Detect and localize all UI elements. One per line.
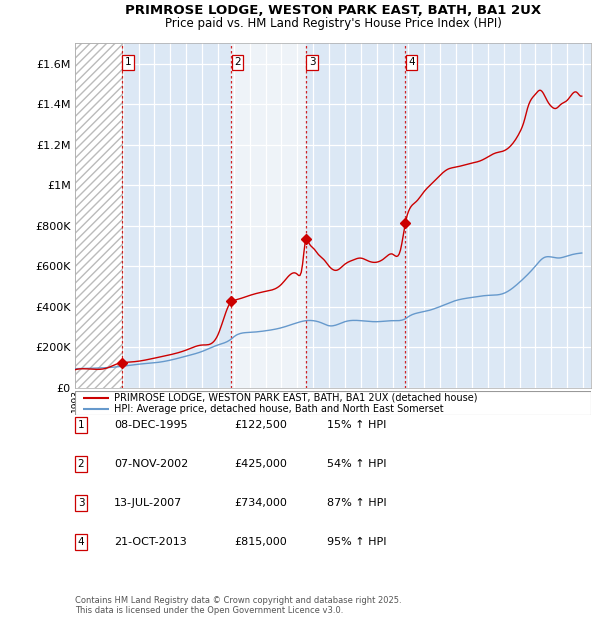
Text: 08-DEC-1995: 08-DEC-1995 [114, 420, 188, 430]
Text: 1: 1 [124, 57, 131, 68]
Text: 2: 2 [234, 57, 241, 68]
Text: £815,000: £815,000 [234, 537, 287, 547]
Text: 13-JUL-2007: 13-JUL-2007 [114, 498, 182, 508]
Text: 3: 3 [77, 498, 85, 508]
Text: 2: 2 [77, 459, 85, 469]
Bar [122, 43, 232, 388]
Bar [406, 43, 591, 388]
Text: 95% ↑ HPI: 95% ↑ HPI [327, 537, 386, 547]
Text: 4: 4 [408, 57, 415, 68]
Text: PRIMROSE LODGE, WESTON PARK EAST, BATH, BA1 2UX (detached house): PRIMROSE LODGE, WESTON PARK EAST, BATH, … [114, 392, 477, 402]
Bar [75, 43, 122, 388]
Text: 4: 4 [77, 537, 85, 547]
Text: £734,000: £734,000 [234, 498, 287, 508]
Text: 54% ↑ HPI: 54% ↑ HPI [327, 459, 386, 469]
Text: 21-OCT-2013: 21-OCT-2013 [114, 537, 187, 547]
Text: 3: 3 [309, 57, 316, 68]
Text: HPI: Average price, detached house, Bath and North East Somerset: HPI: Average price, detached house, Bath… [114, 404, 443, 414]
Text: 1: 1 [77, 420, 85, 430]
Text: Price paid vs. HM Land Registry's House Price Index (HPI): Price paid vs. HM Land Registry's House … [164, 17, 502, 30]
Text: £425,000: £425,000 [234, 459, 287, 469]
Bar [232, 43, 306, 388]
Text: PRIMROSE LODGE, WESTON PARK EAST, BATH, BA1 2UX: PRIMROSE LODGE, WESTON PARK EAST, BATH, … [125, 4, 541, 17]
Text: 87% ↑ HPI: 87% ↑ HPI [327, 498, 386, 508]
Text: Contains HM Land Registry data © Crown copyright and database right 2025.
This d: Contains HM Land Registry data © Crown c… [75, 596, 401, 615]
Text: £122,500: £122,500 [234, 420, 287, 430]
Text: 15% ↑ HPI: 15% ↑ HPI [327, 420, 386, 430]
Bar [306, 43, 406, 388]
Text: 07-NOV-2002: 07-NOV-2002 [114, 459, 188, 469]
